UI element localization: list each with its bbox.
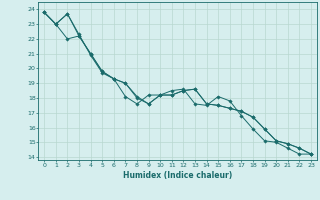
X-axis label: Humidex (Indice chaleur): Humidex (Indice chaleur)	[123, 171, 232, 180]
